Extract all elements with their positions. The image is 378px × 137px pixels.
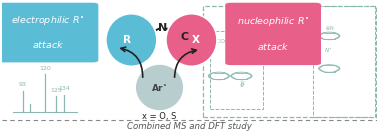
- Text: NCO: NCO: [211, 39, 226, 44]
- FancyBboxPatch shape: [225, 3, 321, 65]
- Text: R: R: [123, 35, 131, 45]
- Text: X: X: [192, 35, 200, 45]
- Text: $\oplus$N: $\oplus$N: [325, 24, 334, 32]
- Ellipse shape: [135, 64, 184, 111]
- Text: O: O: [316, 46, 321, 51]
- Text: 134: 134: [58, 86, 70, 91]
- Text: 125: 125: [50, 88, 62, 93]
- Text: Combined MS and DFT study: Combined MS and DFT study: [127, 122, 252, 131]
- Text: Ar$^{\bullet}$: Ar$^{\bullet}$: [151, 82, 168, 93]
- FancyBboxPatch shape: [0, 3, 98, 62]
- Text: $\oplus$: $\oplus$: [239, 81, 244, 89]
- Text: $\it{electrophilic}$ $\it{R}^{\bullet}$: $\it{electrophilic}$ $\it{R}^{\bullet}$: [11, 14, 85, 27]
- Ellipse shape: [106, 14, 157, 66]
- Text: $N^{\bullet}$: $N^{\bullet}$: [324, 47, 333, 55]
- Text: x = O, S: x = O, S: [143, 112, 177, 121]
- Text: $\it{attack}$: $\it{attack}$: [32, 39, 64, 50]
- Text: $\it{nucleophilic}$ $\it{R}^{\bullet}$: $\it{nucleophilic}$ $\it{R}^{\bullet}$: [237, 15, 309, 28]
- Text: C: C: [181, 32, 189, 42]
- Text: N: N: [158, 23, 167, 33]
- Ellipse shape: [166, 14, 217, 66]
- Text: 120: 120: [39, 66, 51, 71]
- Text: 93: 93: [19, 82, 26, 87]
- Text: $\it{attack}$: $\it{attack}$: [257, 41, 289, 52]
- Text: N: N: [241, 81, 245, 86]
